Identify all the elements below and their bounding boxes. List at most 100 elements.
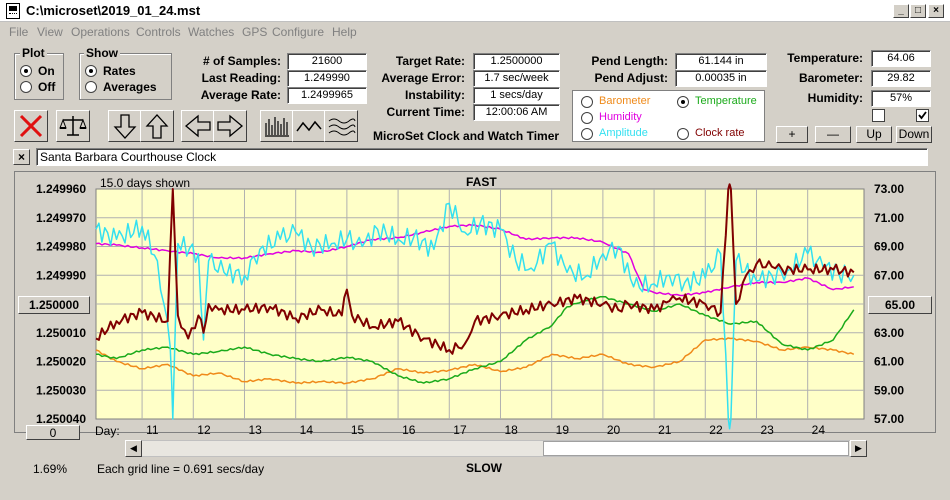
x-tick-label: 12 [197,423,211,437]
y-left-tick-label: 1.249980 [36,240,86,254]
minimize-button[interactable]: _ [893,4,909,18]
samples-label: # of Samples: [202,54,281,68]
wave-line-icon [296,120,322,132]
x-tick-label: 20 [607,423,621,437]
clock-rate-radio[interactable] [677,128,689,140]
x-tick-label: 22 [709,423,723,437]
arrow-left-icon [184,114,211,138]
y-left-tick-label: 1.250020 [36,355,86,369]
down-button[interactable]: Down [896,126,932,143]
balance-button[interactable] [56,110,90,142]
description-field[interactable]: Santa Barbara Courthouse Clock [36,148,928,166]
amplitude-series-line [95,202,855,430]
pend-adjust-label: Pend Adjust: [594,71,668,85]
y-left-tick-label: 1.249970 [36,211,86,225]
maximize-button[interactable]: □ [910,4,926,18]
plot-on-label: On [38,64,55,78]
target-rate-field[interactable]: 1.2500000 [473,53,560,70]
multi-wave-icon [328,118,356,136]
temperature-label: Temperature: [787,51,863,65]
fast-label: FAST [466,175,497,189]
window-title: C:\microset\2019_01_24.mst [26,3,201,18]
menu-configure[interactable]: Configure [272,25,325,39]
minus-button[interactable]: — [815,126,851,143]
menu-help[interactable]: Help [332,25,357,39]
arrow-right-icon [217,114,244,138]
scroll-left-button[interactable]: ◀ [125,440,142,457]
temperature-series-line [96,296,855,384]
show-rates-label: Rates [103,64,136,78]
option-checkbox-1[interactable] [872,109,885,122]
bar-chart-icon [265,117,289,137]
average-error-label: Average Error: [381,71,465,85]
line-view-button[interactable] [292,110,326,142]
menu-gps[interactable]: GPS [242,25,268,39]
clock-rate-legend-label: Clock rate [695,127,745,139]
plot-frame [14,171,936,433]
up-arrow-button[interactable] [140,110,174,142]
pend-adjust-field: 0.00035 in [675,70,767,87]
balance-scale-icon [59,116,87,136]
app-icon[interactable] [6,3,20,19]
y-right-tick-label: 67.00 [874,268,904,282]
left-arrow-button[interactable] [181,110,215,142]
show-rates-radio[interactable] [85,65,97,77]
show-averages-radio[interactable] [85,81,97,93]
smooth-view-button[interactable] [324,110,358,142]
plus-button[interactable]: + [776,126,808,143]
up-button[interactable]: Up [856,126,892,143]
temperature-field: 64.06 [871,50,931,67]
x-tick-label: 24 [812,423,826,437]
plot-off-radio[interactable] [20,81,32,93]
menu-watches[interactable]: Watches [188,25,235,39]
x-tick-label: 13 [248,423,262,437]
left-value-button[interactable]: 1.250000 [18,296,90,314]
close-button[interactable]: × [928,4,944,18]
plot-off-label: Off [38,80,56,94]
show-group-label: Show [84,46,120,60]
instability-field: 1 secs/day [473,87,560,104]
temperature-radio[interactable] [677,96,689,108]
y-right-tick-label: 73.00 [874,182,904,196]
day-axis-label: Day: [95,424,120,438]
y-right-tick-label: 69.00 [874,240,904,254]
close-description-button[interactable]: × [13,149,30,165]
barometer-radio[interactable] [581,96,593,108]
right-value-button[interactable]: 65.00 [868,296,932,314]
menu-operations[interactable]: Operations [71,25,130,39]
scroll-right-button[interactable]: ▶ [850,440,867,457]
plot-group-label: Plot [20,46,47,60]
arrow-down-icon [113,114,137,139]
clear-button[interactable] [14,110,48,142]
x-tick-label: 15 [351,423,365,437]
humidity-radio[interactable] [581,112,593,124]
show-averages-label: Averages [103,80,157,94]
humidity-legend-label: Humidity [599,111,642,123]
red-x-icon [19,114,43,138]
pend-length-field[interactable]: 61.144 in [675,53,767,70]
x-tick-label: 17 [453,423,467,437]
checkmark-icon [918,111,927,120]
menu-controls[interactable]: Controls [136,25,181,39]
humidity-field: 57% [871,90,931,107]
temperature-legend-label: Temperature [695,95,757,107]
barometer-label: Barometer: [798,71,863,85]
option-checkbox-2[interactable] [916,109,929,122]
last-reading-field: 1.249990 [287,70,367,87]
slow-label: SLOW [466,461,502,475]
scrollbar-thumb[interactable] [543,441,849,456]
right-arrow-button[interactable] [213,110,247,142]
x-tick-label: 11 [146,423,159,437]
menu-view[interactable]: View [37,25,63,39]
y-right-tick-label: 57.00 [874,412,904,426]
zero-button[interactable]: 0 [26,425,80,440]
plot-on-radio[interactable] [20,65,32,77]
menu-file[interactable]: File [9,25,29,39]
y-right-tick-label: 59.00 [874,383,904,397]
amplitude-legend-label: Amplitude [599,127,648,139]
title-bar: C:\microset\2019_01_24.mst _ □ × [0,0,950,22]
amplitude-radio[interactable] [581,128,593,140]
humidity-label: Humidity: [807,91,863,105]
instability-label: Instability: [404,88,465,102]
